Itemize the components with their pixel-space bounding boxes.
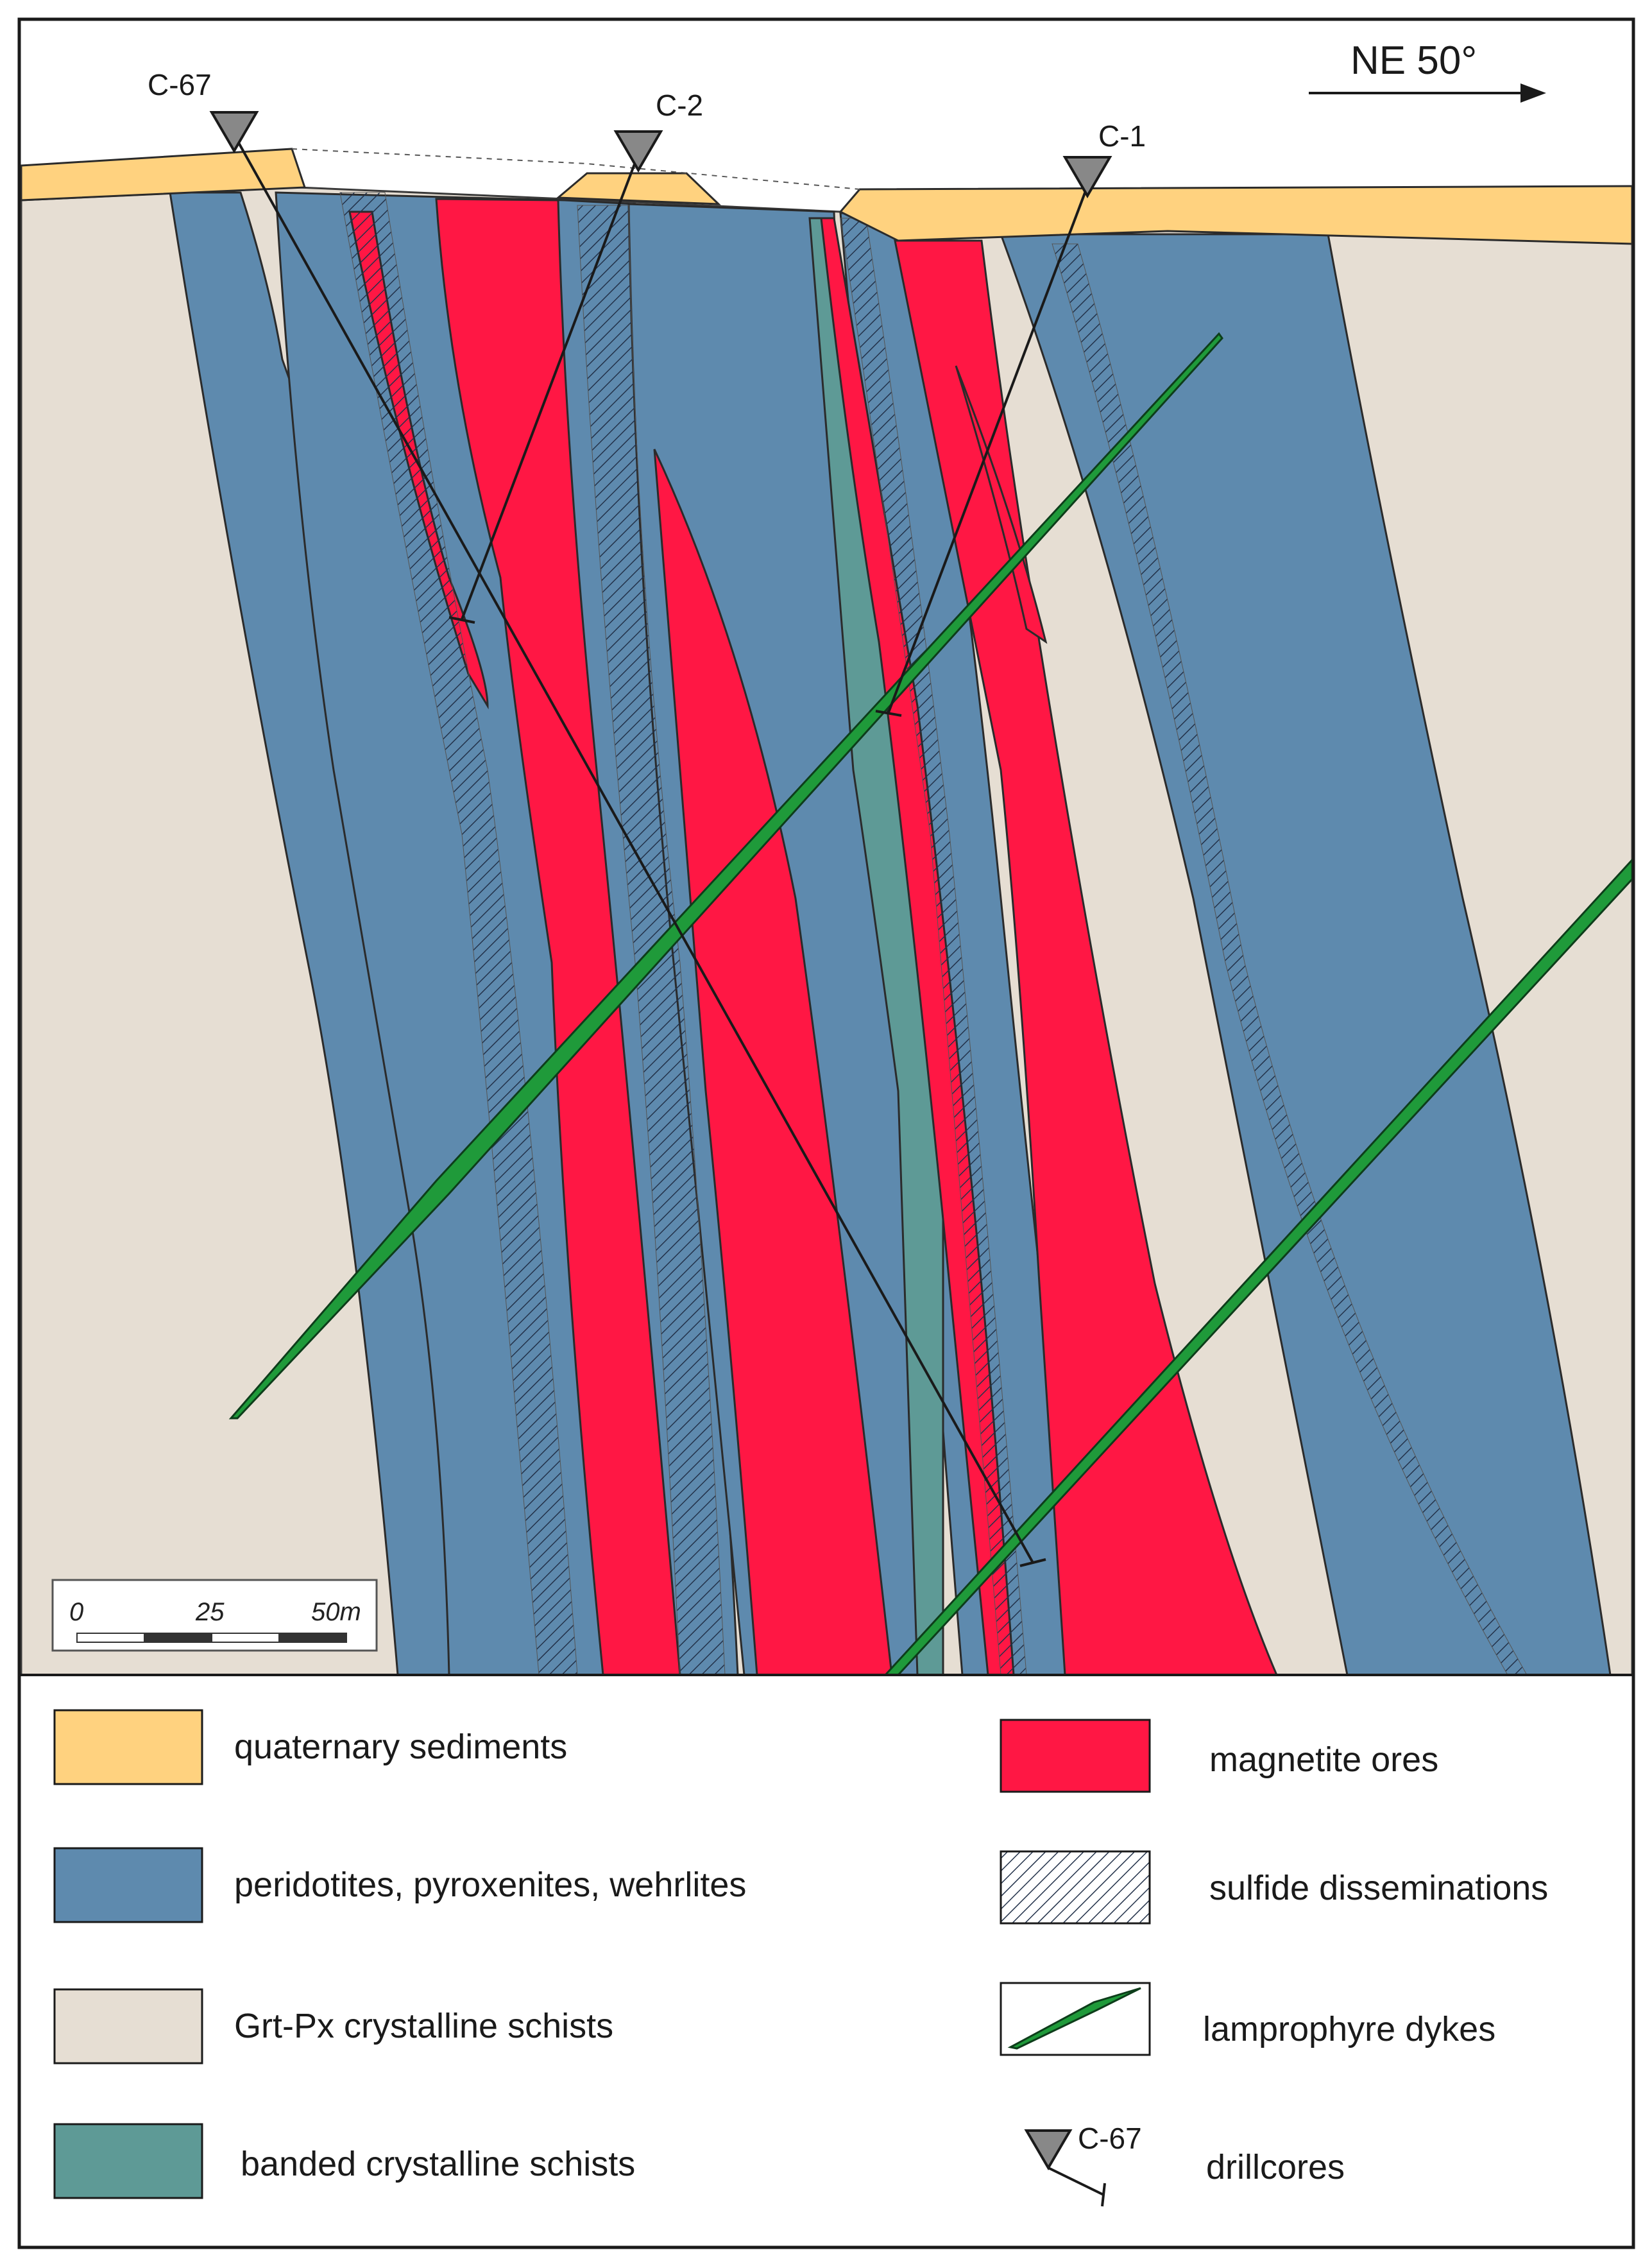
legend-label-magnetite-ores: magnetite ores (1209, 1740, 1438, 1779)
scale-bar: 0 25 50m (51, 1579, 378, 1652)
sulfide-zone-4 (1052, 243, 1528, 1675)
legend-label-peridotites: peridotites, pyroxenites, wehrlites (234, 1866, 746, 1904)
quaternary-sediment-middle (556, 172, 721, 205)
direction-indicator: NE 50° (1309, 39, 1546, 103)
drillcore-marker-c67 (209, 111, 259, 153)
drillhole-c2-trace (461, 153, 640, 620)
outer-frame (17, 17, 1635, 2249)
legend-label-lamprophyre: lamprophyre dykes (1203, 2010, 1495, 2048)
drillcore-sample-trace (1048, 2167, 1104, 2196)
scale-segment-3 (211, 1633, 280, 1643)
legend-swatch-banded-schists (53, 2123, 203, 2199)
direction-label: NE 50° (1350, 39, 1477, 83)
sulfide-zone-1 (339, 192, 578, 1675)
drillhole-c2-end (448, 616, 475, 624)
legend-swatch-quaternary-sediments (53, 1709, 203, 1785)
direction-arrow-head (1520, 83, 1546, 103)
scale-segment-4 (278, 1633, 347, 1643)
drillcore-sample-label: C-67 (1078, 2122, 1142, 2155)
legend-label-quaternary-sediments: quaternary sediments (234, 1728, 567, 1766)
legend-swatch-magnetite-ores (1000, 1719, 1151, 1793)
magnetite-ore-5 (894, 239, 1278, 1675)
drillcore-label-c1: C-1 (1098, 119, 1146, 153)
legend-label-sulfide: sulfide disseminations (1209, 1869, 1548, 1907)
drillcore-sample-icon (1024, 2129, 1073, 2170)
legend-label-grt-px-schists: Grt-Px crystalline schists (234, 2007, 613, 2045)
legend-swatch-grt-px-schists (53, 1988, 203, 2064)
sulfide-zone-2 (577, 205, 726, 1675)
lamprophyre-dyke-2 (883, 858, 1632, 1675)
drillcore-c2: C-2 (613, 89, 703, 173)
scale-segment-1 (76, 1633, 145, 1643)
lamprophyre-dyke-1 (228, 332, 1223, 1420)
cross-section (21, 134, 1632, 1675)
drillcore-marker-c1 (1062, 156, 1112, 198)
scale-label-25: 25 (195, 1598, 225, 1626)
legend-label-drillcores: drillcores (1206, 2148, 1345, 2186)
scale-label-50m: 50m (311, 1598, 361, 1626)
drillhole-c67-trace (233, 134, 1034, 1563)
drillhole-c1-trace (887, 185, 1089, 713)
drillcore-sample-end (1101, 2183, 1106, 2207)
scale-segment-2 (144, 1633, 212, 1643)
lamprophyre-dyke-sample-icon (1007, 1987, 1141, 2050)
legend-label-banded-schists: banded crystalline schists (241, 2145, 635, 2183)
drillcore-marker-c2 (613, 130, 663, 173)
drillcore-c67: C-67 (148, 68, 259, 153)
magnetite-ore-3 (653, 449, 893, 1675)
drillhole-c67-end (1019, 1558, 1046, 1567)
legend: quaternary sediments peridotites, pyroxe… (53, 1709, 1548, 2207)
legend-swatch-sulfide (1000, 1850, 1151, 1925)
drillcore-c1: C-1 (1062, 119, 1146, 198)
drillcore-label-c2: C-2 (656, 89, 703, 122)
legend-swatch-peridotites (53, 1847, 203, 1923)
magnetite-ore-1 (435, 198, 681, 1675)
drillhole-c1-end (875, 710, 902, 717)
scale-label-0: 0 (69, 1598, 83, 1626)
quaternary-sediment-left (21, 148, 307, 202)
drillcore-label-c67: C-67 (148, 68, 212, 101)
